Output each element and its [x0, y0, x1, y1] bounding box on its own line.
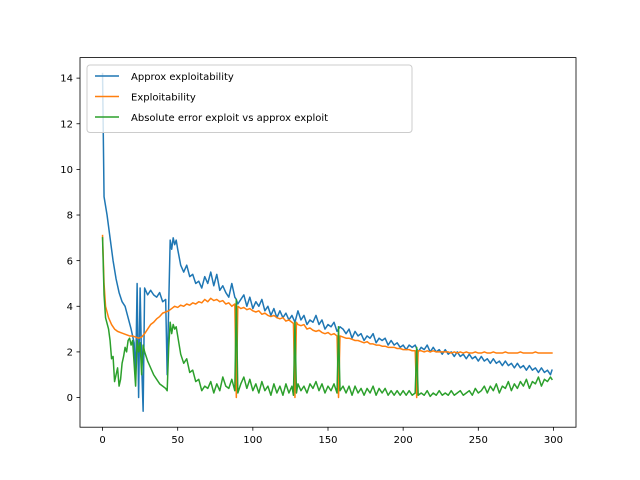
series-line-2	[101, 237, 553, 398]
legend: Approx exploitability Exploitability Absol…	[86, 64, 413, 133]
legend-box	[86, 64, 413, 133]
x-tick-label: 100	[243, 435, 262, 446]
series-layer	[101, 72, 553, 412]
y-tick-label: 0	[67, 393, 73, 404]
y-tick-label: 6	[67, 256, 73, 267]
legend-label-2: Absolute error exploit vs approx exploit	[131, 113, 328, 124]
series-line-1	[101, 234, 553, 399]
series-line-0	[101, 72, 553, 412]
y-tick-label: 4	[67, 302, 73, 313]
y-axis: 0 2 4 6 8 10 12 14	[60, 74, 80, 404]
x-axis: 0 50 100 150 200 250 300	[99, 427, 563, 446]
legend-label-0: Approx exploitability	[131, 72, 234, 83]
y-tick-label: 8	[67, 211, 73, 222]
y-tick-label: 2	[67, 348, 73, 359]
y-tick-label: 12	[60, 119, 73, 130]
legend-label-1: Exploitability	[131, 93, 196, 104]
x-tick-label: 0	[99, 435, 105, 446]
x-tick-label: 50	[171, 435, 184, 446]
y-tick-label: 10	[60, 165, 73, 176]
x-tick-label: 150	[318, 435, 337, 446]
x-tick-label: 300	[544, 435, 563, 446]
y-tick-label: 14	[60, 74, 73, 85]
x-tick-label: 200	[394, 435, 413, 446]
x-tick-label: 250	[469, 435, 488, 446]
